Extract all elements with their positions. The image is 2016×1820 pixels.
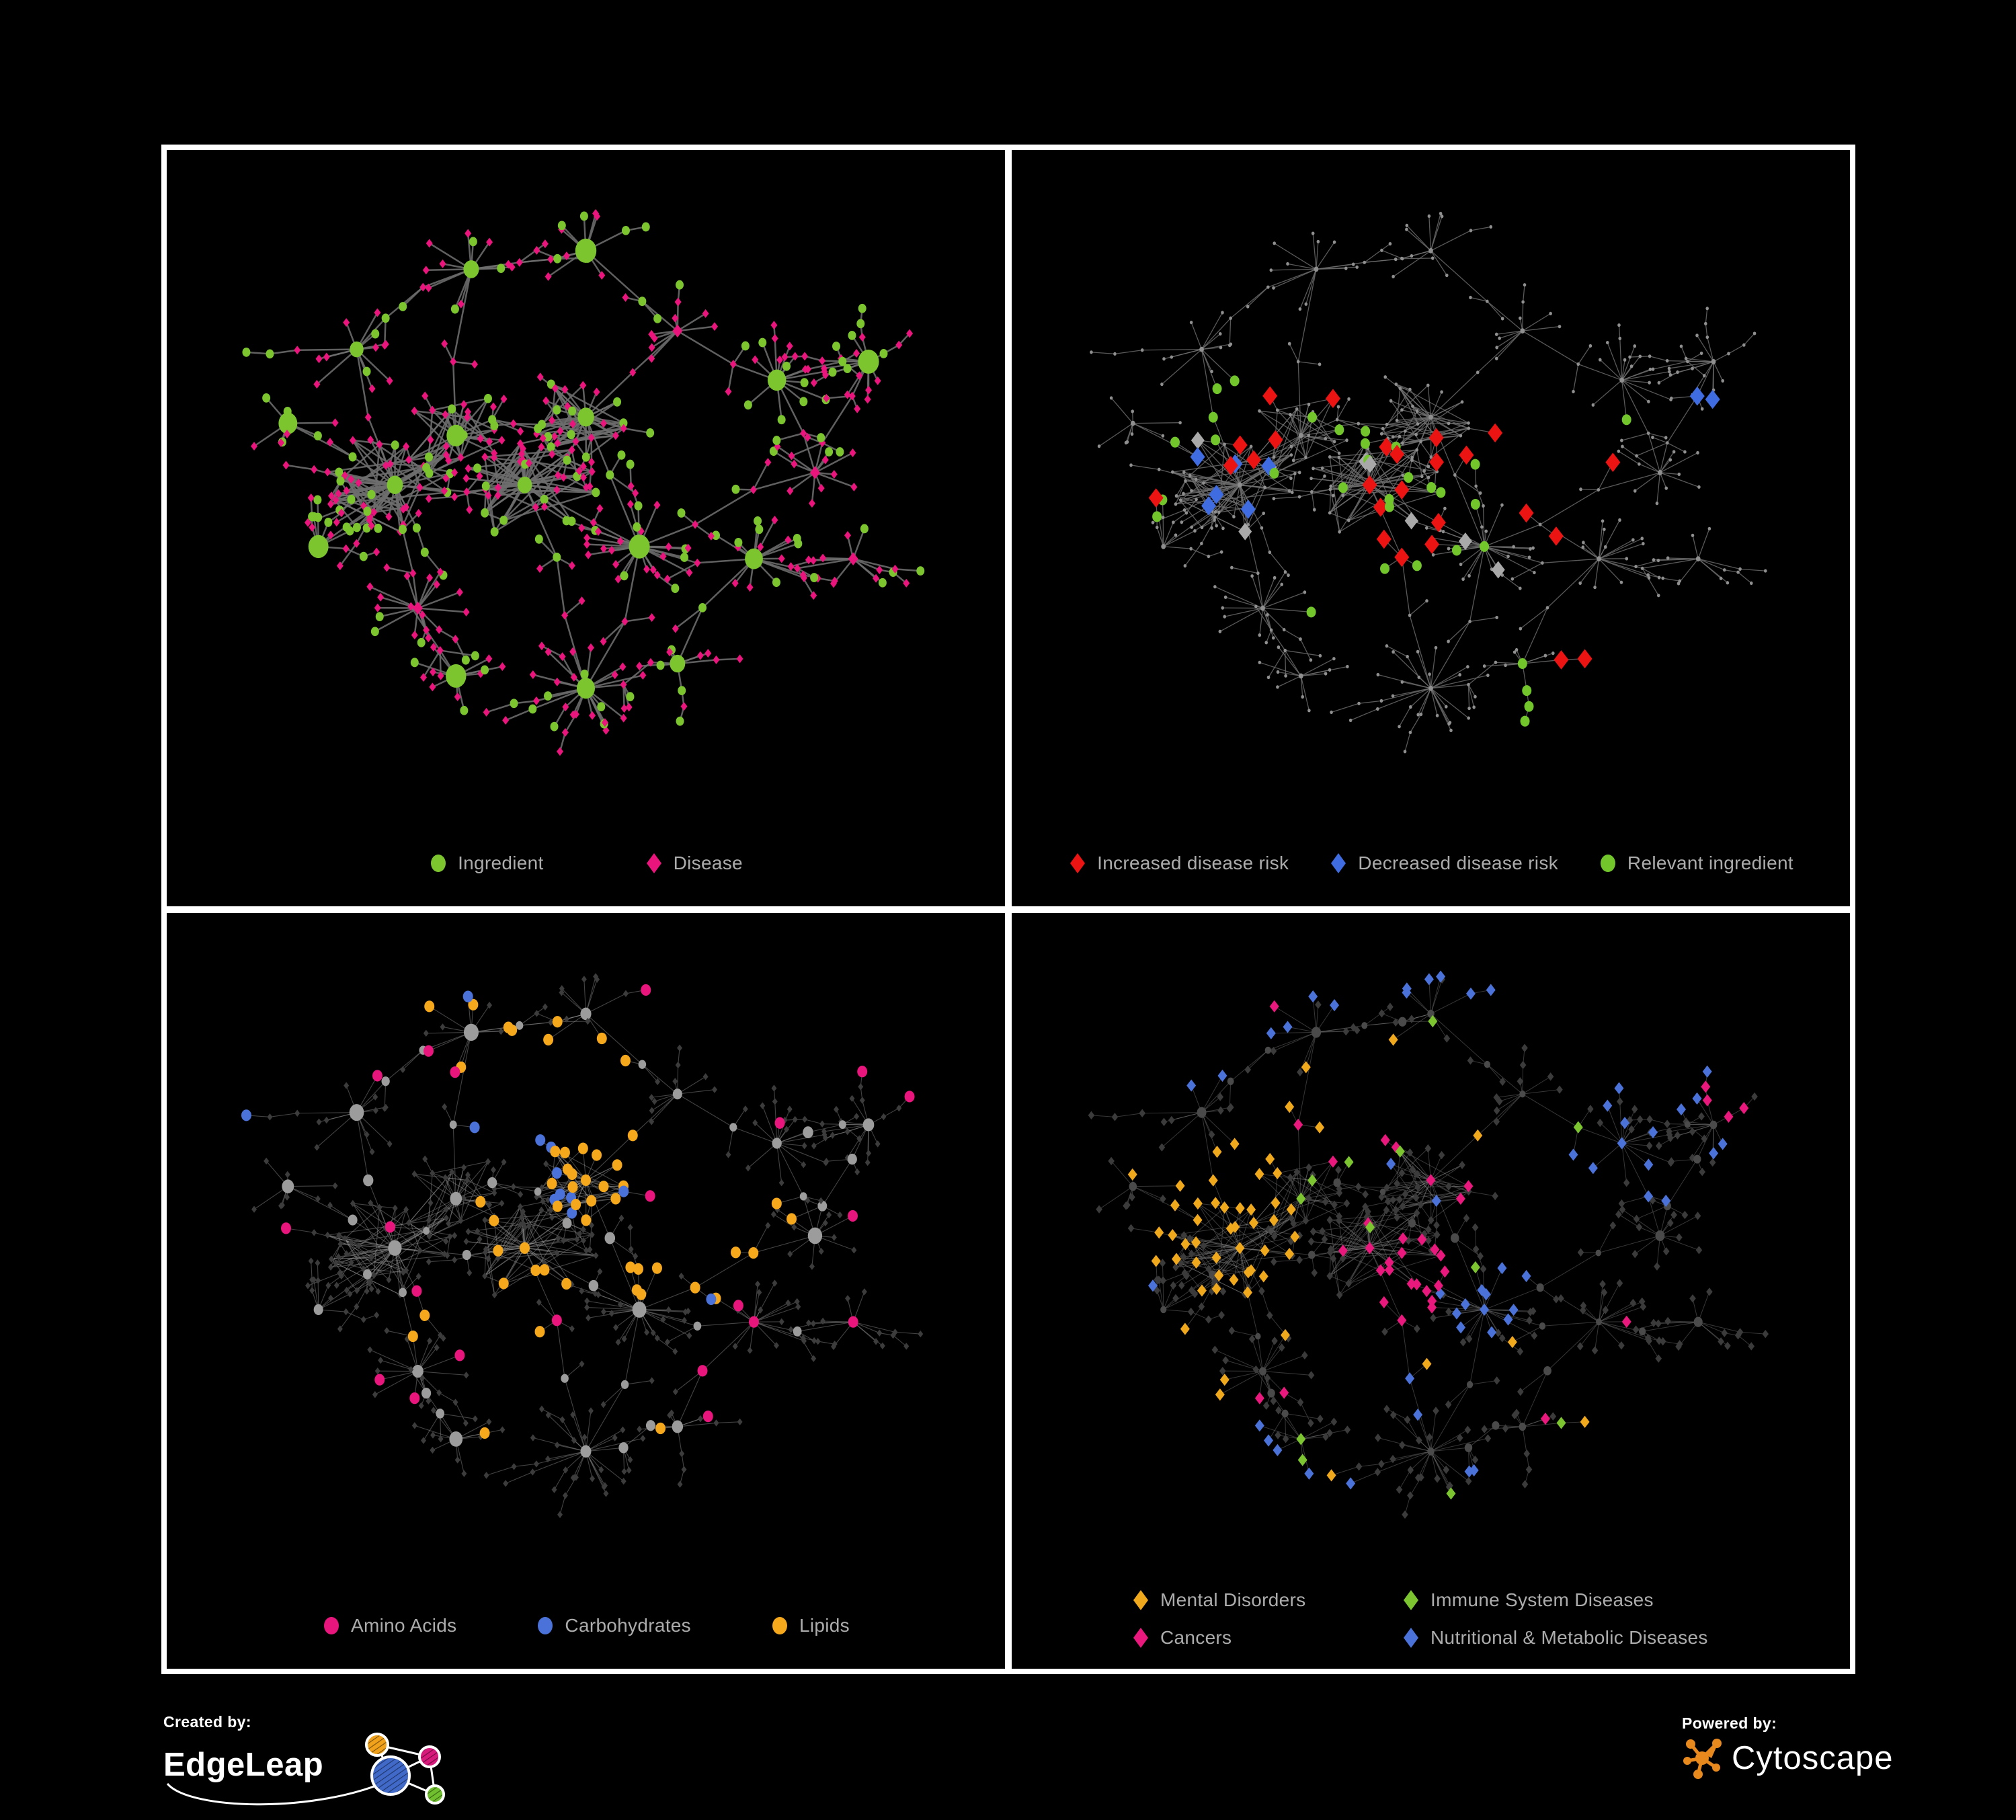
legend-item: Immune System Diseases: [1402, 1588, 1708, 1612]
circle-marker-icon: [1600, 854, 1615, 872]
legend-item: Nutritional & Metabolic Diseases: [1402, 1626, 1708, 1650]
created-by-label: Created by:: [163, 1713, 251, 1731]
circle-marker-icon: [431, 854, 446, 872]
legend-label: Disease: [673, 852, 743, 873]
legend-label: Mental Disorders: [1160, 1589, 1306, 1610]
figure-grid: Ingredient Disease Increased disease risk…: [161, 145, 1855, 1674]
legend-item: Increased disease risk: [1068, 851, 1289, 875]
edgeleap-wordmark: EdgeLeap: [163, 1747, 324, 1783]
diamond-marker-icon: [1331, 853, 1346, 873]
legend-label: Decreased disease risk: [1358, 852, 1558, 873]
cytoscape-wordmark: Cytoscape: [1732, 1740, 1894, 1776]
legend-label: Lipids: [799, 1615, 850, 1636]
edgeleap-logo-icon: [166, 1733, 445, 1806]
diamond-marker-icon: [1133, 1628, 1148, 1648]
legend-label: Increased disease risk: [1097, 852, 1289, 873]
legend-disease-categories: Mental Disorders Immune System Diseases Ca…: [1012, 1588, 1850, 1650]
powered-by-block: Powered by: Cytoscape: [1682, 1714, 1894, 1781]
legend-item: Decreased disease risk: [1329, 851, 1558, 875]
network-graph-disease-risk: [1090, 211, 1767, 754]
legend-item: Lipids: [770, 1614, 850, 1638]
panel-disease-categories: Mental Disorders Immune System Diseases Ca…: [1012, 912, 1850, 1669]
created-by-block: Created by:: [163, 1713, 479, 1811]
legend-item: Relevant ingredient: [1599, 851, 1793, 875]
legend-item: Ingredient: [429, 851, 544, 875]
diamond-marker-icon: [1404, 1628, 1418, 1648]
network-graph-disease-categories: [1088, 970, 1769, 1519]
diamond-marker-icon: [1070, 853, 1086, 873]
circle-marker-icon: [772, 1617, 787, 1634]
circle-marker-icon: [324, 1617, 339, 1634]
panel-macronutrients: Amino Acids Carbohydrates Lipids: [167, 912, 1005, 1669]
diamond-marker-icon: [646, 853, 661, 873]
cytoscape-logo-icon: [1683, 1739, 1722, 1779]
legend-item: Cancers: [1131, 1626, 1402, 1650]
edgeleap-logo: EdgeLeap: [163, 1731, 479, 1811]
legend-item: Amino Acids: [322, 1614, 456, 1638]
legend-macronutrients: Amino Acids Carbohydrates Lipids: [167, 1614, 1005, 1638]
powered-by-label: Powered by:: [1682, 1714, 1777, 1732]
network-graph-macronutrients: [241, 972, 924, 1518]
legend-disease-risk: Increased disease risk Decreased disease …: [1012, 851, 1850, 875]
legend-item: Carbohydrates: [536, 1614, 691, 1638]
diamond-marker-icon: [1133, 1590, 1148, 1610]
legend-label: Relevant ingredient: [1627, 852, 1793, 873]
circle-marker-icon: [538, 1617, 553, 1634]
legend-label: Ingredient: [458, 852, 544, 873]
legend-label: Carbohydrates: [565, 1615, 691, 1636]
diamond-marker-icon: [1404, 1590, 1418, 1610]
panel-disease-risk: Increased disease risk Decreased disease …: [1012, 150, 1850, 906]
legend-label: Amino Acids: [351, 1615, 457, 1636]
legend-item: Mental Disorders: [1131, 1588, 1402, 1612]
panel-ingredient-disease: Ingredient Disease: [167, 150, 1005, 906]
legend-ingredient-disease: Ingredient Disease: [167, 851, 1005, 875]
network-graph-ingredient-disease: [242, 209, 925, 756]
legend-label: Immune System Diseases: [1430, 1589, 1654, 1610]
legend-label: Cancers: [1160, 1627, 1232, 1648]
legend-label: Nutritional & Metabolic Diseases: [1430, 1627, 1708, 1648]
legend-item: Disease: [645, 851, 743, 875]
